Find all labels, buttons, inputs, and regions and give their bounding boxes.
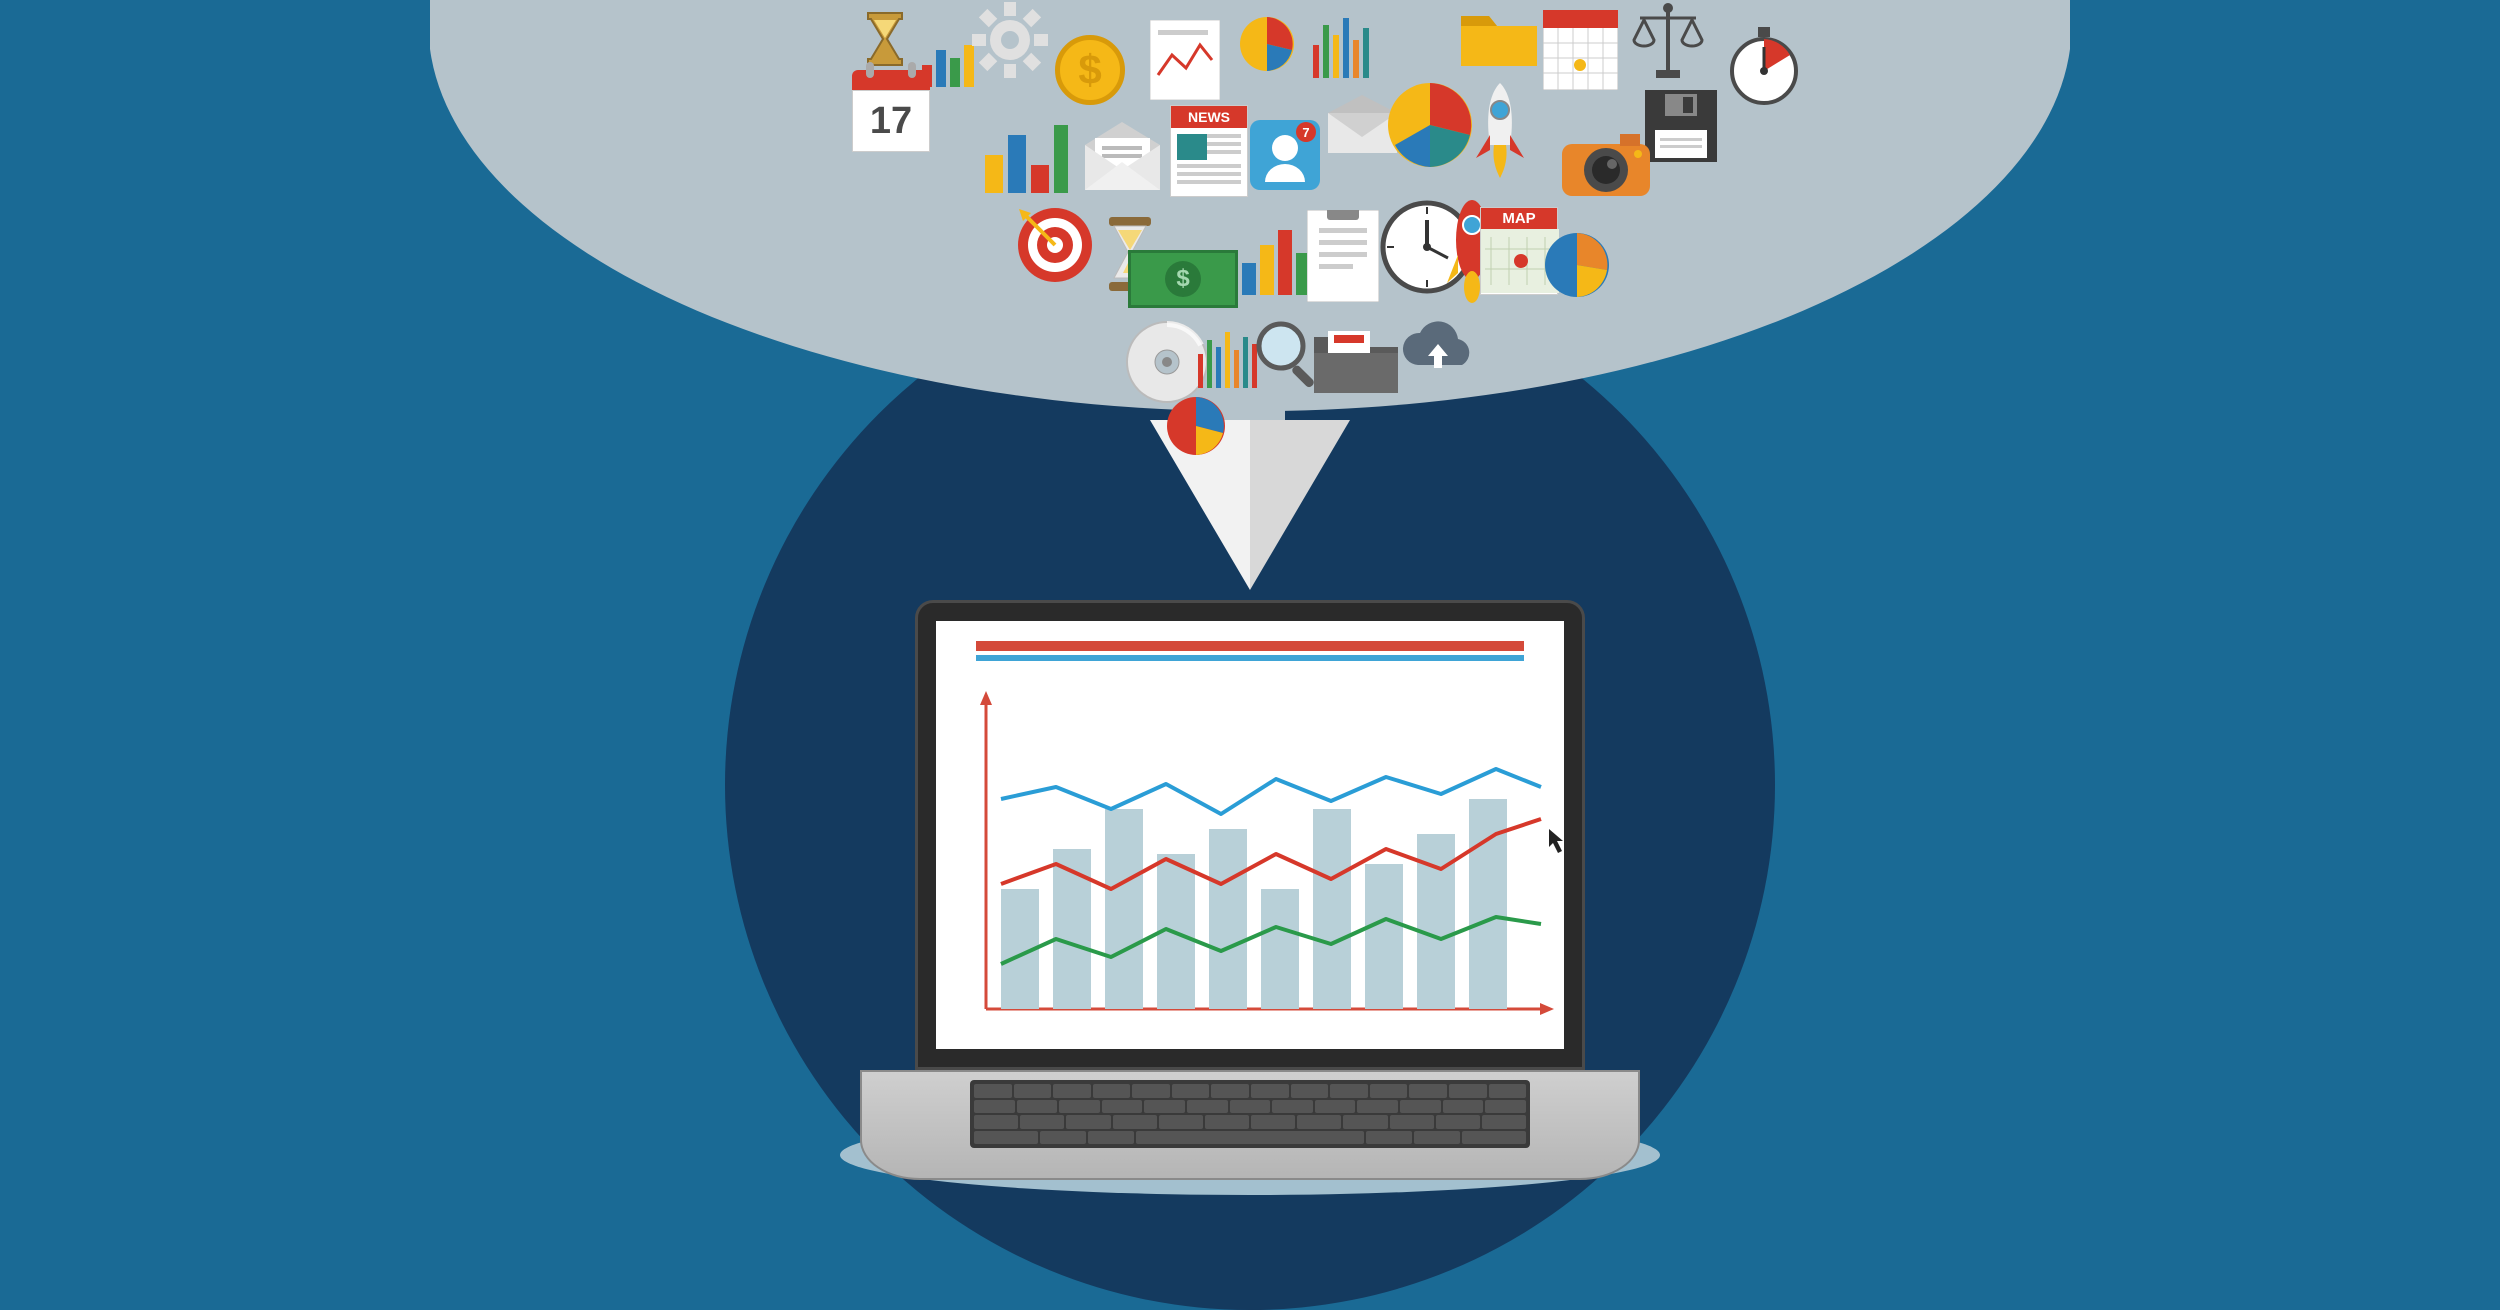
calendar-grid-icon: [1543, 10, 1618, 90]
clipboard-icon: [1307, 210, 1379, 302]
scales-icon: [1628, 0, 1708, 85]
floppy-icon: [1645, 90, 1717, 162]
rocket-icon: [1470, 80, 1530, 180]
dollar-coin-icon: $: [1055, 35, 1125, 105]
calendar-date: 17: [852, 90, 930, 152]
chart-header-bar-red: [976, 641, 1524, 651]
target-icon: [1015, 205, 1095, 285]
news-label: NEWS: [1171, 106, 1247, 128]
map-label: MAP: [1481, 208, 1557, 229]
money-icon: $: [1128, 250, 1238, 308]
avatar-app-icon: 7: [1250, 120, 1320, 190]
pie-chart-icon-4: [1165, 395, 1227, 457]
calendar-icon: 17: [852, 70, 930, 152]
svg-text:7: 7: [1302, 125, 1309, 140]
chart-header-bar-blue: [976, 655, 1524, 661]
column-chart-icon: [980, 115, 1070, 195]
laptop: [860, 600, 1640, 1180]
icon-cluster: 17 $ NEWS: [550, 0, 1950, 470]
thin-bars-icon: [1310, 10, 1375, 80]
gear-icon: [970, 0, 1050, 80]
laptop-base: [860, 1070, 1640, 1180]
camera-icon: [1560, 130, 1652, 198]
cloud-upload-icon: [1398, 320, 1478, 380]
stopwatch-icon: [1728, 25, 1800, 105]
laptop-keyboard: [970, 1080, 1530, 1148]
news-icon: NEWS: [1170, 105, 1248, 197]
pie-chart-icon-3: [1542, 230, 1612, 300]
laptop-screen: [936, 621, 1564, 1049]
analytics-chart: [936, 679, 1564, 1039]
envelope-icon: [1080, 120, 1165, 195]
folder-icon: [1458, 6, 1538, 68]
pie-chart-icon: [1385, 80, 1475, 170]
laptop-screen-bezel: [915, 600, 1585, 1070]
linechart-doc-icon: [1150, 20, 1220, 100]
pie-chart-small-icon: [1238, 15, 1296, 73]
folder-dark-icon: [1310, 325, 1400, 395]
